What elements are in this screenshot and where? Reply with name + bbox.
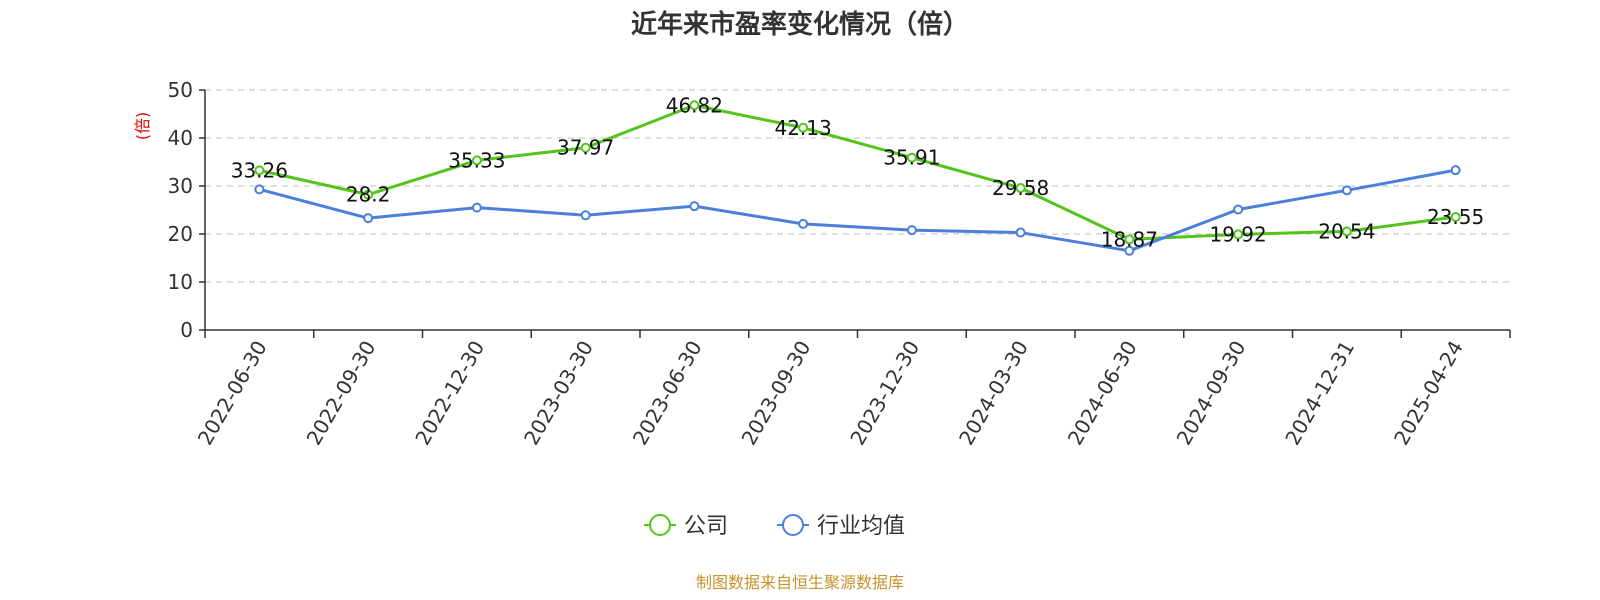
y-tick-label: 40 xyxy=(168,126,193,150)
legend-marker xyxy=(782,514,804,536)
series-point-0 xyxy=(580,142,591,153)
series-point-0 xyxy=(1015,183,1026,194)
series-point-0 xyxy=(906,152,917,163)
x-tick-label: 2022-06-30 xyxy=(193,337,272,450)
series-point-0 xyxy=(471,155,482,166)
legend-item-0[interactable]: 公司 xyxy=(644,514,728,539)
x-tick-label: 2023-09-30 xyxy=(737,337,816,450)
data-label: 35.91 xyxy=(883,146,940,170)
data-label: 46.82 xyxy=(666,93,723,117)
series-point-1 xyxy=(1233,204,1244,215)
series-point-0 xyxy=(363,189,374,200)
series-point-1 xyxy=(1341,185,1352,196)
series-point-0 xyxy=(1233,229,1244,240)
data-label: 23.55 xyxy=(1427,205,1484,229)
series-point-1 xyxy=(689,201,700,212)
source-note: 制图数据来自恒生聚源数据库 xyxy=(696,573,904,592)
data-label: 37.97 xyxy=(557,136,614,160)
x-tick-label: 2024-12-31 xyxy=(1280,337,1359,450)
series-point-0 xyxy=(798,122,809,133)
series-line-1 xyxy=(258,168,1456,253)
series-point-1 xyxy=(1015,227,1026,238)
y-tick-label: 10 xyxy=(168,270,193,294)
series-lines xyxy=(254,100,1461,256)
legend-label: 公司 xyxy=(684,514,728,539)
chart-title: 近年来市盈率变化情况（倍） xyxy=(631,9,969,40)
data-label: 18.87 xyxy=(1101,227,1158,251)
y-tick-label: 20 xyxy=(168,222,193,246)
legend-item-1[interactable]: 行业均值 xyxy=(777,514,905,539)
data-labels: 33.26 28.2 35.33 37.97 46.82 42.13 35.91 29.58 1… xyxy=(231,93,1485,251)
y-tick-label: 50 xyxy=(168,78,193,102)
x-tick-label: 2024-06-30 xyxy=(1063,337,1142,450)
x-tick-label: 2022-09-30 xyxy=(302,337,381,450)
series-point-0 xyxy=(1341,226,1352,237)
series-point-0 xyxy=(254,165,265,176)
y-axis-label: (倍) xyxy=(133,112,152,141)
series-line-0 xyxy=(259,103,1456,241)
series-point-0 xyxy=(689,100,700,111)
data-label: 28.2 xyxy=(346,183,391,207)
x-tick-label: 2024-03-30 xyxy=(954,337,1033,450)
grid-lines xyxy=(205,89,1510,283)
data-label: 42.13 xyxy=(774,116,831,140)
series-point-1 xyxy=(906,225,917,236)
x-tick-label: 2023-06-30 xyxy=(628,337,707,450)
series-point-0 xyxy=(1124,234,1135,245)
y-tick-label: 0 xyxy=(180,318,193,342)
series-point-1 xyxy=(363,213,374,224)
data-label: 19.92 xyxy=(1209,222,1266,246)
x-tick-label: 2022-12-30 xyxy=(410,337,489,450)
data-label: 35.33 xyxy=(448,148,505,172)
legend-label: 行业均值 xyxy=(817,514,905,539)
series-point-1 xyxy=(580,210,591,221)
legend[interactable]: 公司 行业均值 xyxy=(644,514,905,539)
series-point-1 xyxy=(798,218,809,229)
series-point-0 xyxy=(1450,211,1461,222)
axes: 0 10 20 30 40 50 2022-06-30 2022-09-30 2022-12-3… xyxy=(168,78,1511,450)
legend-marker xyxy=(649,514,671,536)
x-tick-label: 2025-04-24 xyxy=(1389,337,1468,450)
x-tick-label: 2024-09-30 xyxy=(1172,337,1251,450)
x-tick-label: 2023-03-30 xyxy=(519,337,598,450)
series-point-1 xyxy=(471,202,482,213)
series-point-1 xyxy=(1124,245,1135,256)
data-label: 20.54 xyxy=(1318,219,1375,243)
data-label: 33.26 xyxy=(231,158,288,182)
series-point-1 xyxy=(254,184,265,195)
series-point-1 xyxy=(1450,165,1461,176)
x-tick-label: 2023-12-30 xyxy=(845,337,924,450)
data-label: 29.58 xyxy=(992,176,1049,200)
y-tick-label: 30 xyxy=(168,174,193,198)
